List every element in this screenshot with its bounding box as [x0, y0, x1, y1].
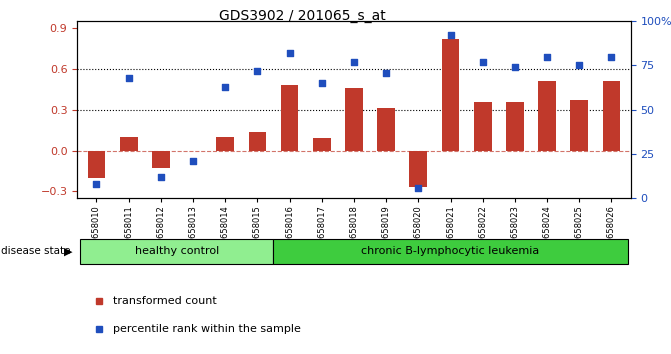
Point: [252, 68, 263, 74]
Bar: [345, 88, 363, 150]
Point: [606, 54, 617, 59]
Point: [413, 185, 423, 190]
Bar: [88, 150, 105, 178]
Point: [188, 158, 199, 164]
Bar: [474, 102, 492, 150]
Point: [156, 174, 166, 180]
Point: [123, 75, 134, 81]
Text: disease state: disease state: [1, 246, 70, 256]
Bar: [120, 137, 138, 150]
Text: chronic B-lymphocytic leukemia: chronic B-lymphocytic leukemia: [362, 246, 539, 256]
Text: ▶: ▶: [64, 246, 72, 256]
Bar: [409, 150, 427, 187]
Text: GDS3902 / 201065_s_at: GDS3902 / 201065_s_at: [219, 9, 385, 23]
Bar: [248, 132, 266, 150]
Text: percentile rank within the sample: percentile rank within the sample: [113, 324, 301, 334]
Point: [541, 54, 552, 59]
Bar: [216, 137, 234, 150]
Point: [349, 59, 360, 65]
Bar: [274, 239, 627, 264]
Bar: [313, 138, 331, 150]
Bar: [538, 81, 556, 150]
Bar: [603, 81, 620, 150]
Point: [445, 33, 456, 38]
Point: [509, 64, 520, 70]
Point: [91, 181, 102, 187]
Bar: [280, 85, 299, 150]
Point: [380, 70, 391, 75]
Point: [285, 50, 295, 56]
Point: [317, 80, 327, 86]
Bar: [152, 150, 170, 168]
Bar: [570, 100, 588, 150]
Point: [477, 59, 488, 65]
Bar: [442, 39, 460, 150]
Text: transformed count: transformed count: [113, 296, 217, 306]
Point: [220, 84, 231, 90]
Bar: [377, 108, 395, 150]
Bar: [81, 239, 274, 264]
Text: healthy control: healthy control: [135, 246, 219, 256]
Point: [574, 63, 584, 68]
Bar: [506, 102, 524, 150]
